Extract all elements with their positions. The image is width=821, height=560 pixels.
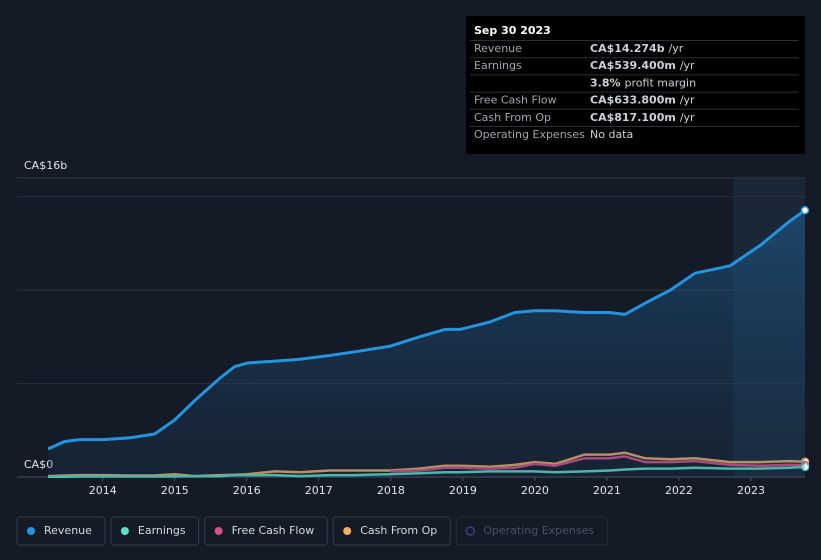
legend-marker — [120, 527, 129, 535]
end-point — [800, 206, 810, 215]
legend-item[interactable]: Free Cash Flow — [204, 516, 328, 546]
legend-label: Operating Expenses — [483, 524, 594, 537]
tooltip-label: Free Cash Flow — [474, 94, 557, 107]
line — [47, 209, 806, 451]
legend-box — [332, 516, 451, 546]
area — [47, 210, 805, 478]
tooltip-value: CA$817.100m — [590, 111, 676, 124]
legend-box — [455, 516, 608, 546]
x-tick-label: 2022 — [665, 484, 693, 497]
y-tick-label: CA$0 — [24, 458, 53, 471]
legend: Revenue Earnings Free Cash Flow Cash From O… — [16, 516, 608, 546]
legend-item[interactable]: Cash From Op — [332, 516, 451, 546]
tooltip-label: Operating Expenses — [474, 128, 585, 141]
tooltip-label: Earnings — [474, 59, 522, 72]
tooltip-unit: /yr — [680, 59, 695, 72]
legend-label: Cash From Op — [360, 524, 437, 537]
tooltip-unit: /yr — [669, 42, 684, 55]
x-tick-label: 2015 — [161, 484, 189, 497]
tooltip-unit: /yr — [680, 111, 695, 124]
x-tick-label: 2017 — [305, 484, 333, 497]
y-tick-label: CA$16b — [24, 159, 67, 172]
tooltip-box — [466, 16, 805, 154]
legend-box — [110, 516, 200, 546]
x-tick-label: 2020 — [521, 484, 549, 497]
x-tick-label: 2016 — [233, 484, 261, 497]
plot: CA$0 CA$16b 2014 2015 2016 2017 2018 2019 2020 20… — [17, 159, 810, 497]
legend-label: Earnings — [138, 524, 186, 537]
legend-item[interactable]: Earnings — [110, 516, 200, 546]
legend-box — [204, 516, 328, 546]
tooltip-value: 3.8% — [590, 76, 621, 89]
tooltip-value: CA$14.274b — [590, 42, 665, 55]
legend-marker — [214, 527, 223, 535]
legend-label: Free Cash Flow — [232, 524, 315, 537]
tooltip-label: Revenue — [474, 42, 522, 55]
x-tick-label: 2014 — [89, 484, 117, 497]
tooltip-value: CA$633.800m — [590, 94, 676, 107]
tooltip-date: Sep 30 2023 — [474, 24, 551, 37]
x-tick-label: 2018 — [377, 484, 405, 497]
legend-marker — [343, 527, 352, 535]
tooltip-value: No data — [590, 128, 633, 141]
legend-box — [16, 516, 106, 546]
legend-label: Revenue — [44, 524, 92, 537]
tooltip-unit: /yr — [680, 94, 695, 107]
legend-marker — [465, 526, 475, 536]
legend-item[interactable]: Revenue — [16, 516, 106, 546]
tooltip-unit: profit margin — [625, 76, 697, 89]
legend-marker — [27, 527, 35, 535]
x-tick-label: 2019 — [449, 484, 477, 497]
tooltip: Sep 30 2023 Revenue CA$14.274b/yr Earnings… — [466, 16, 805, 154]
legend-item[interactable]: Operating Expenses — [455, 516, 608, 546]
x-tick-label: 2021 — [593, 484, 621, 497]
tooltip-value: CA$539.400m — [590, 59, 676, 72]
tooltip-label: Cash From Op — [474, 111, 551, 124]
x-tick-label: 2023 — [737, 484, 765, 497]
